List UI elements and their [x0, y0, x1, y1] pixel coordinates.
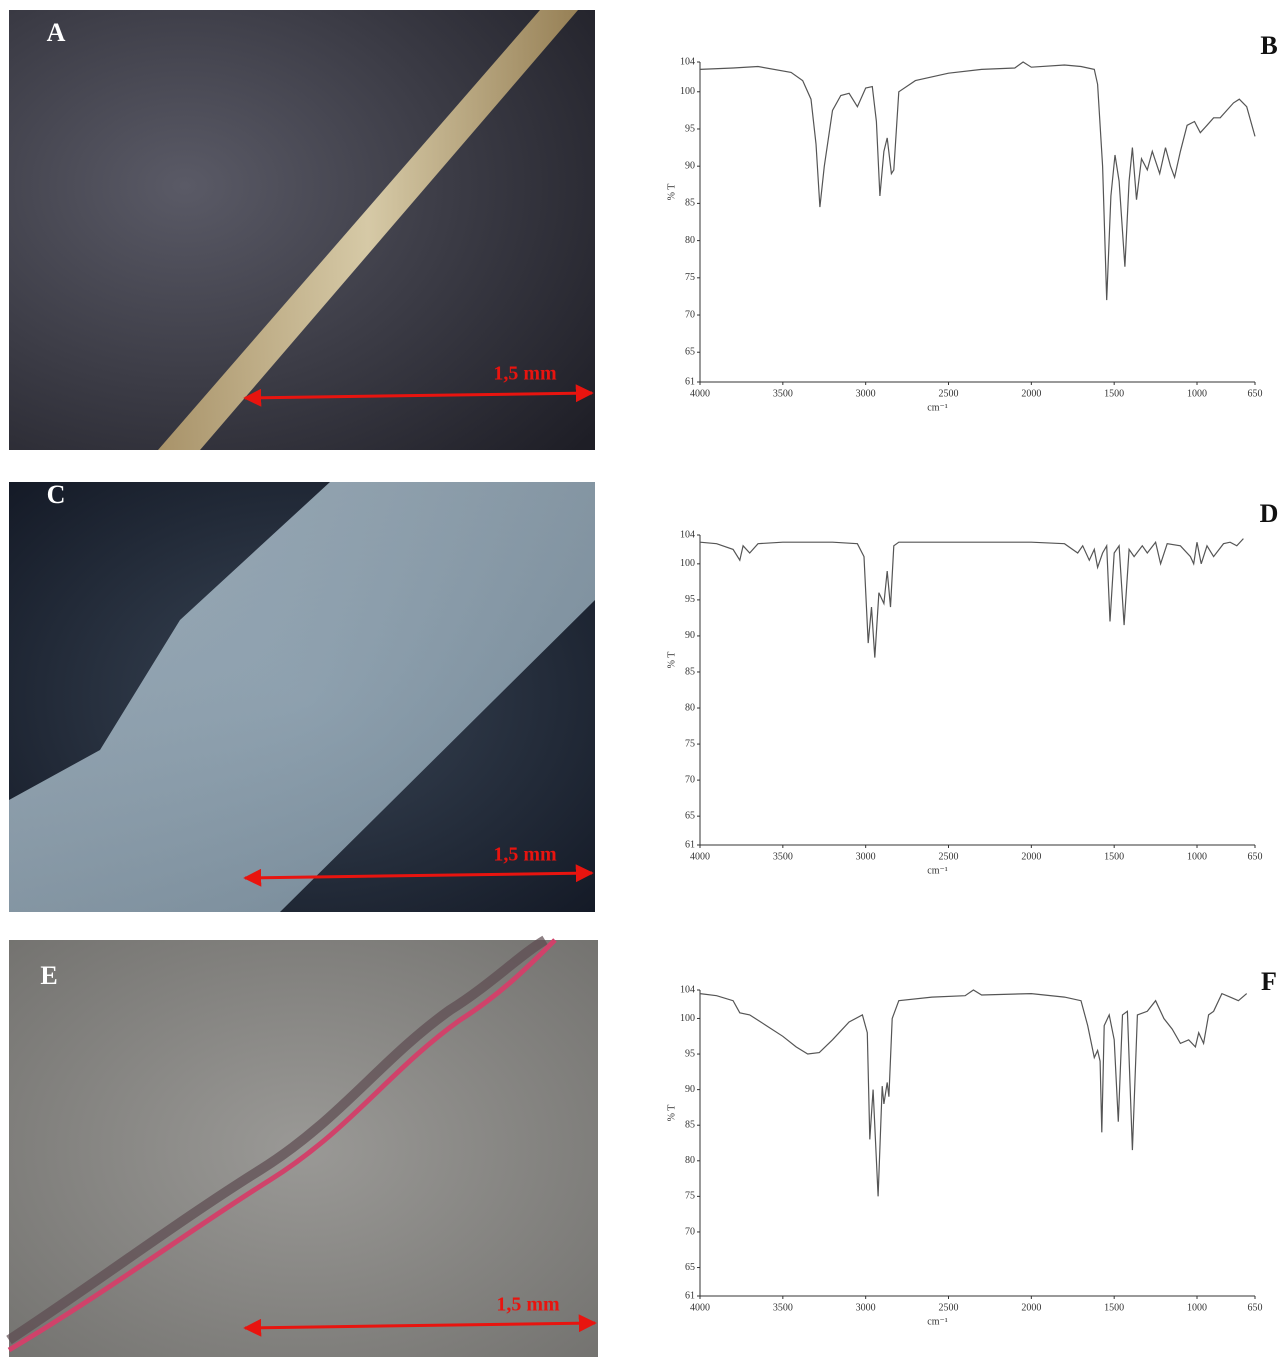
chart-title: D — [1260, 499, 1279, 528]
y-tick-label: 61 — [685, 1290, 695, 1301]
x-tick-label: 1500 — [1104, 1302, 1124, 1313]
y-tick-label: 80 — [685, 1155, 695, 1166]
x-axis-label: cm⁻¹ — [927, 865, 948, 876]
x-tick-label: 1000 — [1187, 1302, 1207, 1313]
x-tick-label: 3000 — [856, 851, 876, 862]
y-tick-label: 104 — [680, 984, 695, 995]
figure: A C E 1,5 mm 1,5 mm 1,5 mm 61 65 70 75 80 85 9… — [0, 0, 1287, 1359]
y-tick-label: 100 — [680, 1013, 695, 1024]
spectrum-line — [700, 62, 1255, 300]
x-tick-label: 4000 — [690, 851, 710, 862]
panel-label: A — [47, 18, 66, 47]
y-tick-label: 100 — [680, 86, 695, 97]
y-tick-label: 61 — [685, 839, 695, 850]
y-tick-label: 70 — [685, 774, 695, 785]
y-tick-label: 85 — [685, 666, 695, 677]
chart-title: F — [1261, 967, 1277, 996]
y-axis-label: % T — [666, 1105, 677, 1122]
y-tick-label: 85 — [685, 198, 695, 209]
x-tick-label: 3500 — [773, 1302, 793, 1313]
y-tick-label: 95 — [685, 1048, 695, 1059]
scale-label: 1,5 mm — [493, 363, 557, 385]
x-tick-label: 1500 — [1104, 388, 1124, 399]
x-tick-label: 4000 — [690, 388, 710, 399]
spectrum-line — [700, 539, 1243, 658]
panel-label: C — [47, 480, 66, 509]
x-tick-label: 1000 — [1187, 851, 1207, 862]
y-tick-label: 90 — [685, 630, 695, 641]
scale-label: 1,5 mm — [496, 1294, 560, 1316]
x-tick-label: 3000 — [856, 1302, 876, 1313]
y-axis-label: % T — [666, 184, 677, 201]
y-tick-label: 65 — [685, 1262, 695, 1273]
y-tick-label: 100 — [680, 558, 695, 569]
x-tick-label: 3500 — [773, 851, 793, 862]
scale-label: 1,5 mm — [493, 844, 557, 866]
x-tick-label: 3500 — [773, 388, 793, 399]
y-tick-label: 75 — [685, 1191, 695, 1202]
y-tick-label: 104 — [680, 529, 695, 540]
x-tick-label: 1000 — [1187, 388, 1207, 399]
panel-label: E — [40, 961, 57, 990]
chart-title: B — [1260, 31, 1277, 60]
y-axis-label: % T — [666, 652, 677, 669]
x-tick-label: 2500 — [939, 388, 959, 399]
y-tick-label: 80 — [685, 235, 695, 246]
y-tick-label: 65 — [685, 347, 695, 358]
x-axis-label: cm⁻¹ — [927, 402, 948, 413]
spectrum-line — [700, 990, 1247, 1196]
y-tick-label: 70 — [685, 309, 695, 320]
y-tick-label: 75 — [685, 738, 695, 749]
x-tick-label: 2500 — [939, 1302, 959, 1313]
x-tick-label: 1500 — [1104, 851, 1124, 862]
y-tick-label: 90 — [685, 160, 695, 171]
x-tick-label: 650 — [1248, 1302, 1263, 1313]
x-tick-label: 2000 — [1021, 851, 1041, 862]
y-tick-label: 85 — [685, 1120, 695, 1131]
x-tick-label: 3000 — [856, 388, 876, 399]
y-tick-label: 90 — [685, 1084, 695, 1095]
y-tick-label: 95 — [685, 123, 695, 134]
y-tick-label: 95 — [685, 594, 695, 605]
x-tick-label: 650 — [1248, 388, 1263, 399]
y-tick-label: 61 — [685, 376, 695, 387]
x-axis-label: cm⁻¹ — [927, 1316, 948, 1327]
y-tick-label: 80 — [685, 702, 695, 713]
x-tick-label: 2000 — [1021, 1302, 1041, 1313]
x-tick-label: 2500 — [939, 851, 959, 862]
y-tick-label: 70 — [685, 1226, 695, 1237]
x-tick-label: 2000 — [1021, 388, 1041, 399]
x-tick-label: 650 — [1248, 851, 1263, 862]
y-tick-label: 75 — [685, 272, 695, 283]
y-tick-label: 65 — [685, 810, 695, 821]
y-tick-label: 104 — [680, 56, 695, 67]
x-tick-label: 4000 — [690, 1302, 710, 1313]
